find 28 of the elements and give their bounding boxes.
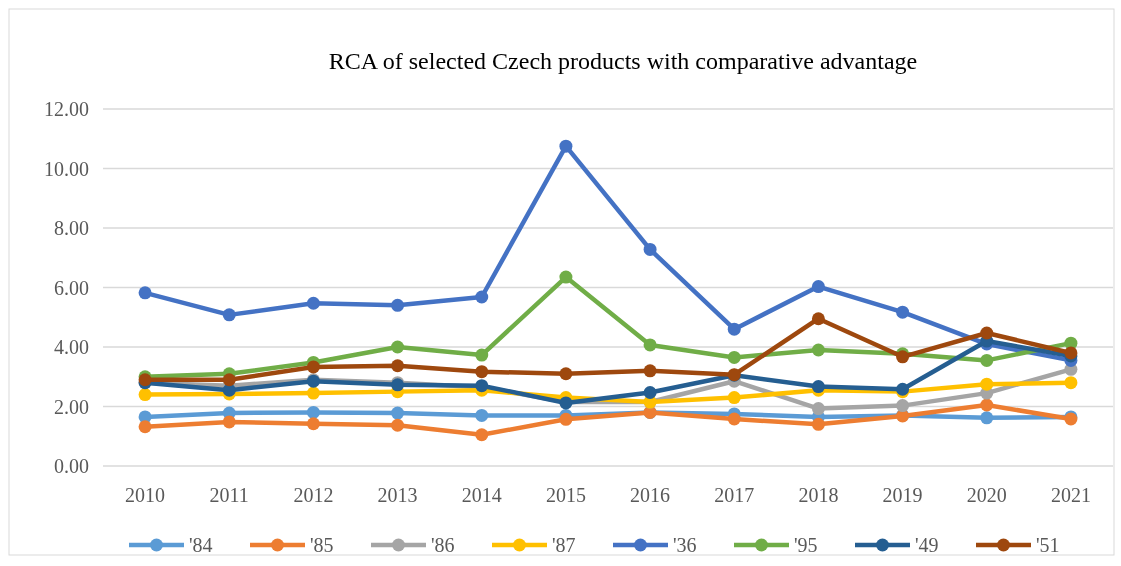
legend-label: '51 xyxy=(1036,534,1060,556)
y-tick-label: 10.00 xyxy=(44,157,89,180)
x-tick-label: 2020 xyxy=(966,484,1007,506)
chart-title: RCA of selected Czech products with comparative advantage xyxy=(328,48,918,74)
y-tick-label: 0.00 xyxy=(54,455,89,477)
x-tick-label: 2012 xyxy=(293,484,334,506)
legend-label: '86 xyxy=(431,534,455,556)
y-tick-label: 2.00 xyxy=(54,395,89,418)
y-tick-label: 6.00 xyxy=(54,276,89,299)
legend-label: '36 xyxy=(673,534,697,556)
x-tick-label: 2010 xyxy=(125,484,166,506)
x-tick-label: 2017 xyxy=(714,484,755,506)
legend-label: '84 xyxy=(189,534,213,556)
legend-label: '87 xyxy=(552,534,576,556)
x-tick-label: 2016 xyxy=(630,484,671,506)
y-tick-label: 4.00 xyxy=(54,336,89,358)
x-tick-label: 2018 xyxy=(798,484,839,506)
legend-label: '95 xyxy=(794,534,818,556)
y-tick-label: 12.00 xyxy=(44,98,89,120)
x-tick-label: 2011 xyxy=(209,484,249,506)
x-tick-label: 2019 xyxy=(882,484,923,506)
x-tick-label: 2014 xyxy=(461,484,502,506)
legend-label: '85 xyxy=(310,534,334,556)
x-tick-label: 2015 xyxy=(545,484,586,506)
y-tick-label: 8.00 xyxy=(54,217,89,239)
x-tick-label: 2021 xyxy=(1050,484,1091,506)
x-tick-label: 2013 xyxy=(377,484,418,506)
legend-label: '49 xyxy=(915,534,939,556)
